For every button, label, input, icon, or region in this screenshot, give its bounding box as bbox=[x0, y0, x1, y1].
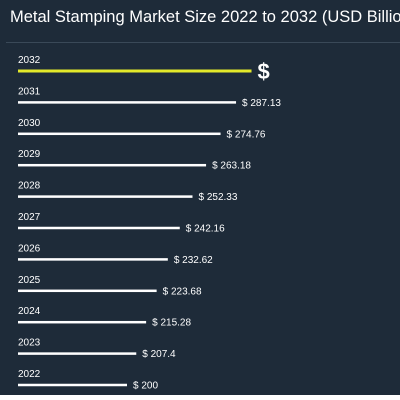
bar bbox=[18, 226, 180, 230]
bar-highlight bbox=[18, 69, 252, 73]
year-label: 2030 bbox=[18, 118, 41, 129]
value-label: $ 263.18 bbox=[212, 161, 251, 172]
value-label: $ bbox=[258, 59, 270, 84]
bar bbox=[18, 320, 147, 324]
year-label: 2026 bbox=[18, 243, 41, 254]
year-label: 2023 bbox=[18, 338, 41, 349]
value-label: $ 252.33 bbox=[198, 192, 237, 203]
bar bbox=[18, 132, 221, 136]
value-label: $ 274.76 bbox=[227, 129, 266, 140]
chart-title: Metal Stamping Market Size 2022 to 2032 … bbox=[10, 8, 400, 26]
bar bbox=[18, 195, 193, 198]
value-label: $ 287.13 bbox=[242, 98, 281, 109]
bar bbox=[18, 163, 207, 167]
bar bbox=[18, 289, 157, 293]
value-label: $ 242.16 bbox=[186, 224, 225, 235]
bar bbox=[18, 258, 168, 261]
year-label: 2025 bbox=[18, 275, 41, 286]
title-divider bbox=[6, 42, 400, 43]
value-label: $ 200 bbox=[133, 381, 158, 392]
bar bbox=[18, 101, 237, 104]
year-label: 2029 bbox=[18, 149, 41, 160]
value-label: $ 207.4 bbox=[142, 349, 176, 360]
year-label: 2031 bbox=[18, 86, 41, 97]
bar bbox=[18, 383, 127, 387]
year-label: 2027 bbox=[18, 212, 41, 223]
value-label: $ 223.68 bbox=[163, 286, 202, 297]
value-label: $ 232.62 bbox=[174, 255, 213, 266]
year-label: 2028 bbox=[18, 181, 41, 192]
year-label: 2024 bbox=[18, 306, 41, 317]
value-label: $ 215.28 bbox=[152, 318, 191, 329]
bar bbox=[18, 352, 137, 355]
year-label: 2022 bbox=[18, 369, 41, 380]
year-label: 2032 bbox=[18, 55, 41, 66]
